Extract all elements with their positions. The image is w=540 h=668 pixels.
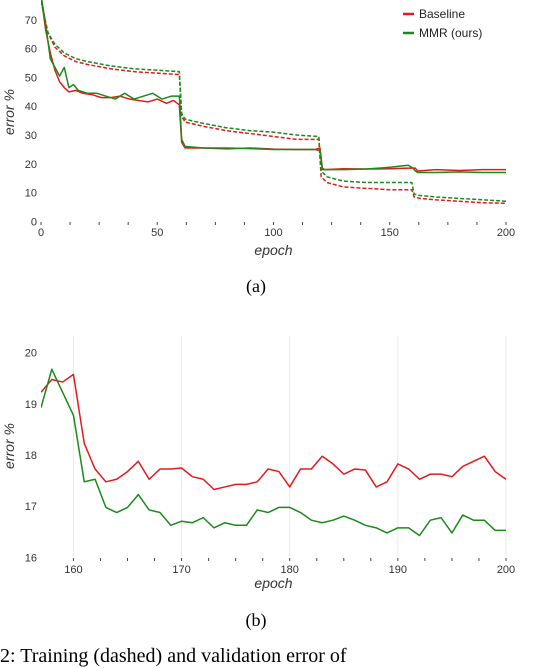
legend-mmr-label: MMR (ours) [419,26,482,40]
y-axis-label: error % [1,423,17,469]
x-tick-label: 180 [281,564,299,576]
val-mmr-ours-line [41,368,506,537]
y-tick-label: 10 [25,188,37,200]
legend: Baseline MMR (ours) [403,7,482,40]
chart-b: 160 170 180 190 200 16 17 18 19 20 epoch error % [1,336,515,591]
x-tick-label: 200 [497,227,515,239]
x-tick-label: 190 [389,564,407,576]
y-axis-label: error % [1,89,17,135]
x-axis-label: epoch [254,575,292,591]
y-tick-label: 60 [25,44,37,56]
y-tick-label: 18 [25,450,37,462]
x-tick-label: 50 [151,227,163,239]
val-mmr-ours-line [41,0,506,174]
y-tick-label: 70 [25,15,37,27]
train-baseline-line [41,0,507,205]
x-tick-label: 170 [172,564,190,576]
val-baseline-line [41,373,507,491]
y-tick-label: 30 [25,130,37,142]
x-tick-label: 0 [38,227,44,239]
y-tick-label: 19 [25,399,37,411]
series-group [41,368,507,537]
series-group [41,0,507,205]
caption-b: (b) [246,610,267,631]
train-mmr-line [41,0,507,203]
y-tick-label: 17 [25,501,37,513]
y-tick-label: 20 [25,348,37,360]
y-tick-label: 40 [25,101,37,113]
legend-baseline-label: Baseline [419,7,465,21]
x-tick-label: 200 [497,564,515,576]
x-tick-label: 160 [64,564,82,576]
y-tick-label: 0 [31,216,37,228]
y-tick-label: 16 [25,552,37,564]
x-tick-label: 150 [381,227,399,239]
y-tick-label: 50 [25,72,37,84]
cutoff-body-text: 2: Training (dashed) and validation erro… [0,645,347,667]
y-tick-label: 20 [25,159,37,171]
x-axis-label: epoch [254,242,292,258]
chart-a: 0 50 100 150 200 0 10 20 30 40 50 60 70 epoch error % B… [1,0,515,258]
caption-a: (a) [246,276,266,297]
x-tick-label: 100 [264,227,282,239]
val-baseline-line [41,0,506,172]
